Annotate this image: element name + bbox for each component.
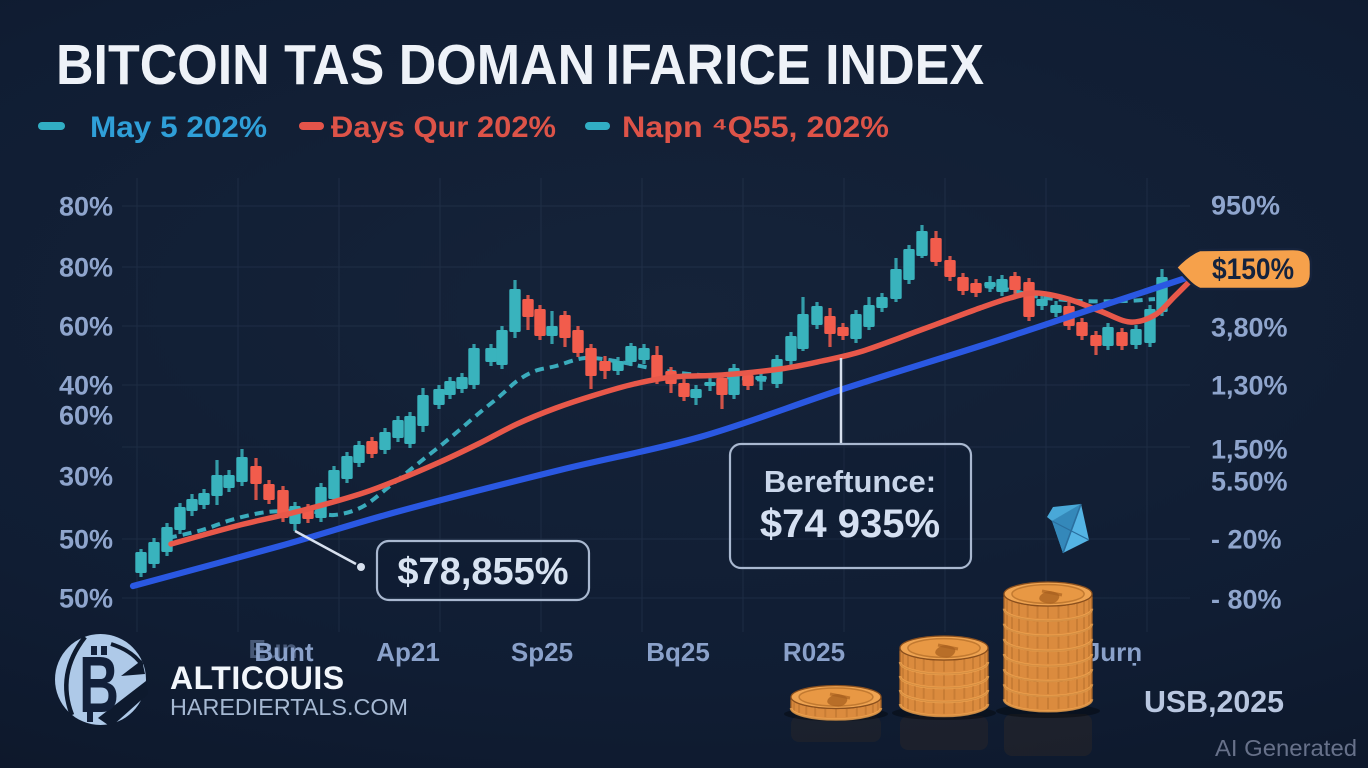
svg-text:Bq25: Bq25 xyxy=(646,637,710,667)
svg-text:- 20%: - 20% xyxy=(1211,525,1282,555)
svg-text:50%: 50% xyxy=(59,584,113,614)
svg-text:Ðays Qur 202%: Ðays Qur 202% xyxy=(331,111,556,144)
svg-text:50%: 50% xyxy=(59,525,113,555)
svg-text:30%: 30% xyxy=(59,462,113,492)
svg-text:$74 935%: $74 935% xyxy=(760,502,940,546)
svg-text:AI Generated: AI Generated xyxy=(1215,735,1357,761)
svg-text:B: B xyxy=(79,640,119,729)
svg-text:3,80%: 3,80% xyxy=(1211,313,1288,343)
svg-text:60%: 60% xyxy=(59,312,113,342)
svg-text:May 5 202%: May 5 202% xyxy=(90,111,267,144)
svg-text:Eun: Eun xyxy=(248,634,297,664)
svg-text:BITCOIN TAS DOMAN IFARICE INDE: BITCOIN TAS DOMAN IFARICE INDEX xyxy=(56,33,984,97)
svg-text:80%: 80% xyxy=(59,192,113,222)
svg-text:ALTICOUIS: ALTICOUIS xyxy=(170,660,345,696)
svg-text:Bunt: Bunt xyxy=(254,637,314,667)
svg-text:Jurṇ: Jurṇ xyxy=(1086,637,1142,667)
svg-text:- 80%: - 80% xyxy=(1211,585,1282,615)
svg-text:HAREDIERTALS.COM: HAREDIERTALS.COM xyxy=(170,694,408,720)
svg-text:Napn ⁴Q55, 202%: Napn ⁴Q55, 202% xyxy=(622,111,889,144)
svg-text:60%: 60% xyxy=(59,401,113,431)
svg-text:950%: 950% xyxy=(1211,191,1280,221)
svg-text:1,30%: 1,30% xyxy=(1211,371,1288,401)
svg-text:5.50%: 5.50% xyxy=(1211,467,1288,497)
svg-text:Sp25: Sp25 xyxy=(511,637,573,667)
svg-text:USB,2025: USB,2025 xyxy=(1144,684,1284,719)
svg-text:Ap21: Ap21 xyxy=(376,637,440,667)
svg-text:$150%: $150% xyxy=(1212,253,1294,286)
svg-text:Bereftunce:: Bereftunce: xyxy=(764,464,936,499)
svg-text:80%: 80% xyxy=(59,253,113,283)
svg-text:$78,855%: $78,855% xyxy=(397,551,568,593)
svg-text:1,50%: 1,50% xyxy=(1211,435,1288,465)
svg-text:R025: R025 xyxy=(783,637,845,667)
svg-text:40%: 40% xyxy=(59,371,113,401)
